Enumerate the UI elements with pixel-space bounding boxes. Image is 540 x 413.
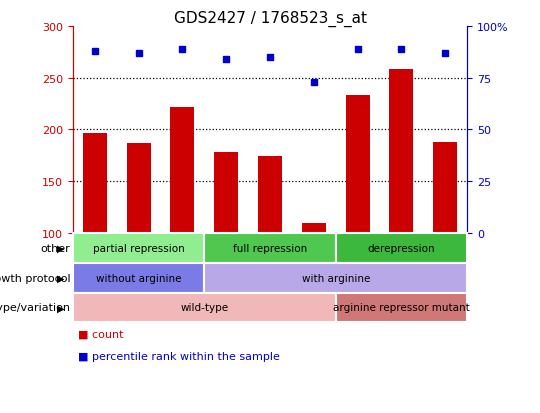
Bar: [214, 153, 238, 233]
Bar: [258, 157, 282, 233]
Text: wild-type: wild-type: [180, 303, 228, 313]
Text: GDS2427 / 1768523_s_at: GDS2427 / 1768523_s_at: [173, 10, 367, 26]
Text: full repression: full repression: [233, 243, 307, 253]
Text: genotype/variation: genotype/variation: [0, 303, 70, 313]
Text: derepression: derepression: [368, 243, 435, 253]
Bar: [302, 223, 326, 233]
Text: partial repression: partial repression: [93, 243, 185, 253]
Text: ▶: ▶: [57, 303, 65, 313]
Text: growth protocol: growth protocol: [0, 273, 70, 283]
Bar: [83, 133, 107, 233]
Text: without arginine: without arginine: [96, 273, 181, 283]
Text: other: other: [40, 243, 70, 253]
Text: ■ percentile rank within the sample: ■ percentile rank within the sample: [78, 351, 280, 361]
Text: ▶: ▶: [57, 243, 65, 253]
Bar: [433, 142, 457, 233]
Bar: [170, 107, 194, 233]
Text: arginine repressor mutant: arginine repressor mutant: [333, 303, 470, 313]
Text: ▶: ▶: [57, 273, 65, 283]
Bar: [389, 70, 414, 233]
Text: ■ count: ■ count: [78, 329, 124, 339]
Bar: [346, 96, 370, 233]
Text: with arginine: with arginine: [301, 273, 370, 283]
Bar: [126, 143, 151, 233]
